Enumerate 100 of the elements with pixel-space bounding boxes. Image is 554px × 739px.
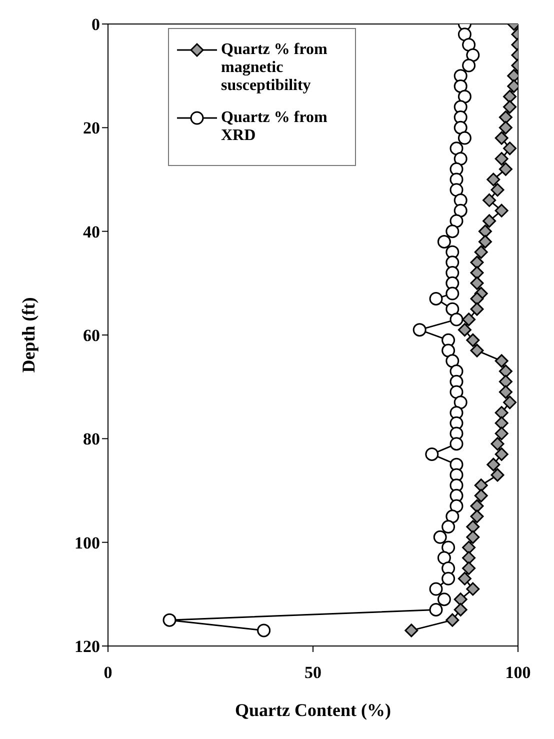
point — [503, 142, 517, 156]
y-tick-label: 80 — [83, 430, 100, 449]
point — [454, 79, 468, 93]
point — [494, 447, 508, 461]
point — [503, 90, 517, 104]
point — [470, 510, 484, 524]
y-tick-label: 0 — [92, 15, 100, 34]
point — [450, 183, 464, 197]
point — [454, 396, 468, 410]
point — [466, 530, 480, 544]
point — [437, 234, 451, 248]
y-axis-title: Depth (ft) — [18, 297, 38, 373]
x-axis-title: Quartz Content (%) — [235, 700, 391, 720]
point — [429, 602, 443, 616]
point — [450, 214, 464, 228]
point — [470, 499, 484, 513]
point — [429, 582, 443, 596]
point — [462, 551, 476, 565]
point — [450, 142, 464, 156]
point — [494, 152, 508, 166]
point — [494, 416, 508, 430]
point — [458, 131, 472, 145]
point — [454, 204, 468, 218]
point — [462, 562, 476, 575]
point — [442, 540, 456, 554]
point — [454, 602, 468, 616]
point — [474, 478, 488, 492]
point — [412, 323, 426, 337]
point — [490, 468, 504, 482]
y-tick-label: 120 — [74, 637, 100, 656]
point — [433, 530, 447, 544]
point — [470, 256, 484, 270]
point — [257, 624, 271, 638]
point — [470, 266, 484, 280]
point — [466, 333, 480, 347]
point — [486, 458, 500, 472]
point — [450, 437, 464, 451]
point — [446, 302, 460, 316]
point — [498, 162, 512, 176]
point — [442, 572, 456, 586]
y-tick-label: 40 — [83, 222, 100, 242]
point — [462, 540, 476, 554]
point — [446, 510, 460, 524]
point — [498, 385, 512, 399]
point — [446, 613, 460, 627]
point — [503, 100, 517, 114]
point — [478, 224, 492, 238]
point — [437, 551, 451, 565]
point — [450, 312, 464, 326]
point — [490, 437, 504, 451]
point — [498, 120, 512, 134]
point — [474, 488, 488, 502]
y-tick-label: 100 — [74, 533, 100, 552]
point — [446, 224, 460, 238]
point — [446, 286, 460, 300]
point — [462, 58, 476, 72]
point — [437, 592, 451, 606]
y-tick-label: 20 — [83, 118, 100, 138]
point — [454, 152, 468, 166]
point — [498, 374, 512, 388]
point — [162, 613, 176, 627]
point — [494, 131, 508, 145]
point — [470, 292, 484, 306]
point — [442, 520, 456, 534]
point — [470, 344, 484, 358]
x-tick-label: 0 — [104, 663, 112, 682]
point — [494, 354, 508, 368]
point — [458, 90, 472, 104]
point — [470, 302, 484, 316]
legend-label: Quartz % from XRD — [221, 109, 328, 145]
point — [466, 520, 480, 534]
point — [466, 48, 480, 62]
point — [450, 385, 464, 399]
point — [494, 426, 508, 440]
point — [442, 344, 456, 358]
point — [494, 204, 508, 218]
point — [474, 245, 488, 259]
point — [462, 312, 476, 326]
point — [454, 592, 468, 606]
legend-label: Quartz % from magnetic susceptibility — [221, 41, 328, 95]
point — [478, 234, 492, 248]
point — [458, 572, 472, 586]
point — [450, 499, 464, 513]
point — [503, 396, 517, 410]
point — [470, 276, 484, 290]
point — [494, 406, 508, 420]
point — [490, 183, 504, 197]
point — [446, 354, 460, 368]
point — [498, 364, 512, 378]
point — [458, 323, 472, 337]
point — [486, 172, 500, 186]
x-tick-label: 50 — [304, 663, 322, 682]
x-tick-label: 100 — [505, 663, 531, 682]
point — [466, 582, 480, 596]
point — [458, 28, 472, 42]
point — [454, 120, 468, 134]
point — [482, 193, 496, 207]
point — [482, 214, 496, 228]
point — [404, 624, 418, 638]
point — [462, 38, 476, 52]
